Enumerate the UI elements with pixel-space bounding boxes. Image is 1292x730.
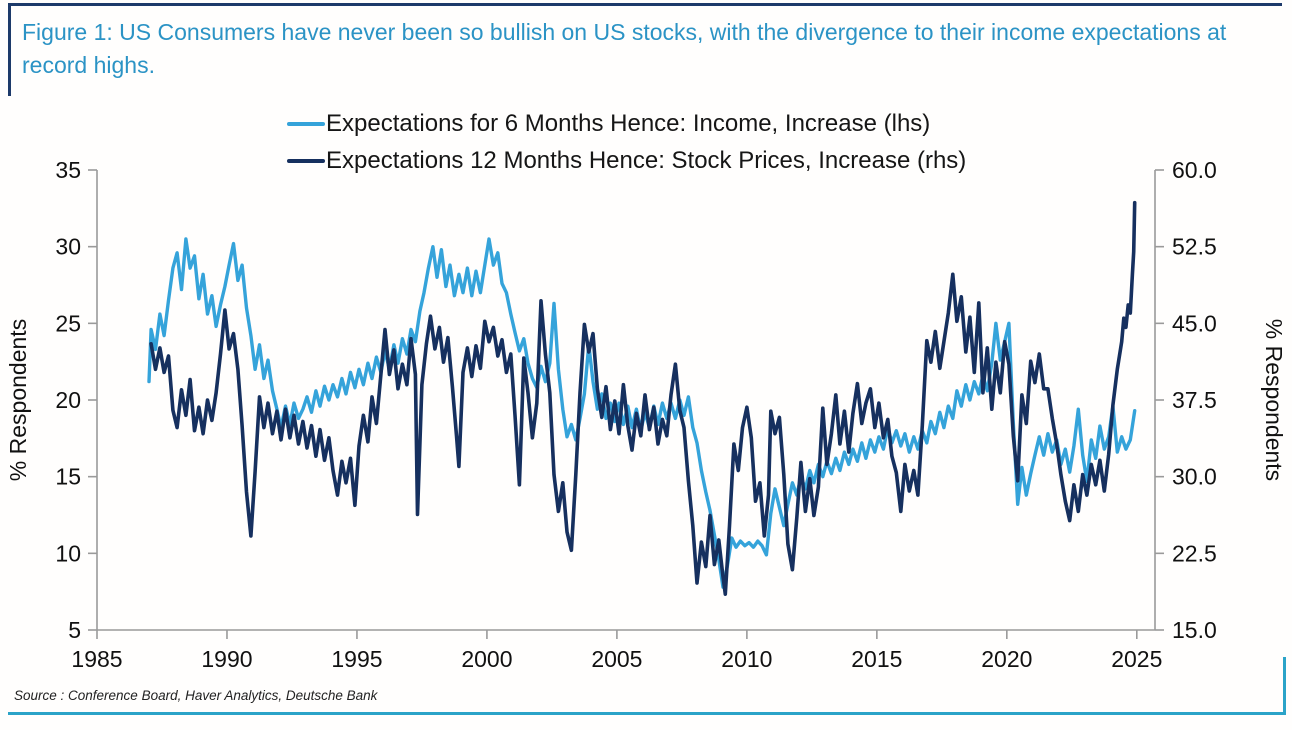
y-left-tick-label: 10 xyxy=(55,540,81,566)
legend-swatch-stocks xyxy=(287,158,325,163)
legend-label: Expectations for 6 Months Hence: Income,… xyxy=(326,109,931,137)
source-text: Source : Conference Board, Haver Analyti… xyxy=(14,688,378,703)
bottom-rule xyxy=(8,712,1286,715)
legend-item: Expectations 12 Months Hence: Stock Pric… xyxy=(287,142,966,179)
y-left-tick-label: 5 xyxy=(68,617,81,643)
y-right-tick-label: 15.0 xyxy=(1172,617,1217,643)
y-left-tick-label: 15 xyxy=(55,464,81,490)
x-tick-label: 2020 xyxy=(981,646,1032,672)
left-axis-title: % Respondents xyxy=(5,319,31,481)
legend-swatch-income xyxy=(287,121,325,126)
x-tick-label: 2015 xyxy=(851,646,902,672)
x-tick-label: 1995 xyxy=(331,646,382,672)
stocks-series-line xyxy=(149,200,1137,597)
x-tick-label: 1990 xyxy=(201,646,252,672)
x-tick-label: 2025 xyxy=(1111,646,1162,672)
right-axis-title: % Respondents xyxy=(1261,319,1287,481)
x-tick-label: 1985 xyxy=(71,646,122,672)
figure-title: Figure 1: US Consumers have never been s… xyxy=(22,19,1227,78)
y-left-tick-label: 30 xyxy=(55,234,81,260)
y-right-tick-label: 60.0 xyxy=(1172,157,1217,183)
y-right-tick-label: 30.0 xyxy=(1172,464,1217,490)
x-tick-label: 2005 xyxy=(591,646,642,672)
legend-item: Expectations for 6 Months Hence: Income,… xyxy=(287,105,966,142)
y-left-tick-label: 20 xyxy=(55,387,81,413)
y-left-tick-label: 25 xyxy=(55,310,81,336)
bottom-right-corner-rule xyxy=(1283,657,1286,715)
x-tick-label: 2000 xyxy=(461,646,512,672)
title-accent-bar xyxy=(8,3,11,96)
x-tick-label: 2010 xyxy=(721,646,772,672)
y-left-tick-label: 35 xyxy=(55,157,81,183)
y-right-tick-label: 22.5 xyxy=(1172,540,1217,566)
y-right-tick-label: 45.0 xyxy=(1172,310,1217,336)
top-rule xyxy=(8,3,1282,6)
chart-legend: Expectations for 6 Months Hence: Income,… xyxy=(287,105,966,179)
legend-label: Expectations 12 Months Hence: Stock Pric… xyxy=(326,146,967,174)
y-right-tick-label: 37.5 xyxy=(1172,387,1217,413)
y-right-tick-label: 52.5 xyxy=(1172,234,1217,260)
